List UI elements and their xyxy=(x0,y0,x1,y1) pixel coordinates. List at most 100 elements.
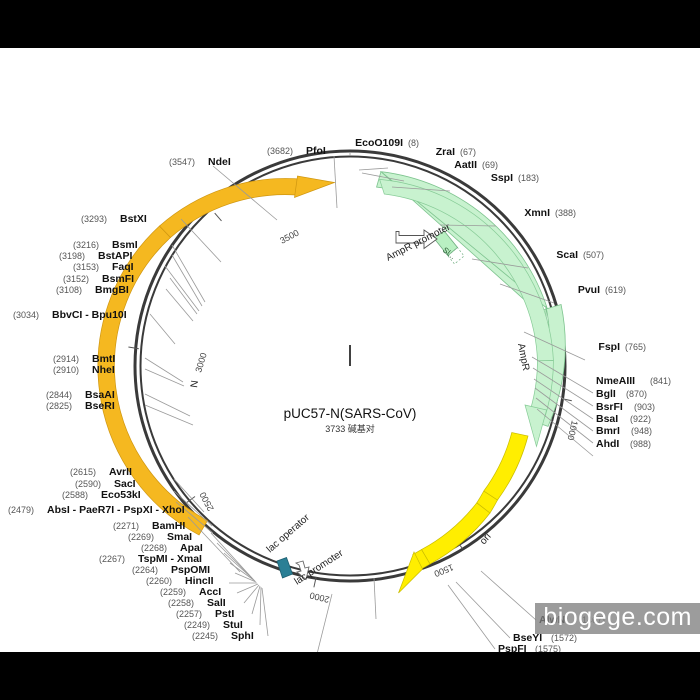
site-enzyme-name: BmrI xyxy=(596,425,620,437)
plasmid-map-canvas: 500 1000 1500 2000 2500 3000 3500 xyxy=(0,48,700,652)
site-label[interactable]: (2910) NheI xyxy=(53,364,115,376)
site-label[interactable]: BsaI (922) xyxy=(596,413,651,425)
site-position: (3216) xyxy=(73,240,99,250)
site-label[interactable]: (2844) BsaAI xyxy=(46,389,115,401)
site-position: (988) xyxy=(630,439,651,449)
site-position: (841) xyxy=(650,376,671,386)
site-label[interactable]: (2259) AccI xyxy=(160,586,221,598)
site-position: (2588) xyxy=(62,490,88,500)
site-enzyme-name: NmeAIII xyxy=(596,375,635,387)
site-label[interactable]: (2268) ApaI xyxy=(141,542,203,554)
site-label[interactable]: (2588) Eco53kI xyxy=(62,489,141,501)
site-label[interactable]: (2479) AbsI - PaeR7I - PspXI - XhoI xyxy=(8,504,185,516)
feature-ampr-band[interactable] xyxy=(378,179,554,473)
site-enzyme-name: AatII xyxy=(454,159,477,171)
feature-lac-operator[interactable] xyxy=(276,556,294,579)
site-enzyme-name: BbvCI - Bpu10I xyxy=(52,309,127,321)
site-label[interactable]: (2590) SacI xyxy=(75,478,136,490)
site-label[interactable]: XmnI (388) xyxy=(524,207,576,219)
site-position: (2257) xyxy=(176,609,202,619)
site-label[interactable]: BsrFI (903) xyxy=(596,401,655,413)
site-enzyme-name: ApaI xyxy=(180,542,203,554)
site-enzyme-name: EcoO109I xyxy=(355,137,403,149)
site-label[interactable]: (3108) BmgBI xyxy=(56,284,129,296)
site-enzyme-name: BsaAI xyxy=(85,389,115,401)
feature-ampr-promoter[interactable] xyxy=(395,229,438,250)
site-enzyme-name: PvuI xyxy=(578,284,600,296)
site-label[interactable]: ZraI (67) xyxy=(436,146,476,158)
site-position: (3198) xyxy=(59,251,85,261)
site-label[interactable]: (2267) TspMI - XmaI xyxy=(99,553,202,565)
site-label[interactable]: (2269) SmaI xyxy=(128,531,192,543)
site-label[interactable]: (2825) BseRI xyxy=(46,400,115,412)
site-label[interactable]: (2914) BmtI xyxy=(53,353,115,365)
site-position: (1572) xyxy=(551,633,577,643)
site-position: (3034) xyxy=(13,310,39,320)
site-label[interactable]: (2258) SalI xyxy=(168,597,226,609)
site-label[interactable]: (3198) BstAPI xyxy=(59,250,133,262)
site-position: (2268) xyxy=(141,543,167,553)
site-enzyme-name: PvuII xyxy=(288,650,313,652)
site-label[interactable]: BseYI (1572) xyxy=(513,632,577,644)
feature-label-lac-operator: lac operator xyxy=(265,512,313,555)
site-enzyme-name: BsmFI xyxy=(102,273,134,285)
site-enzyme-name: BsrFI xyxy=(596,401,623,413)
feature-label-ampr: AmpR xyxy=(515,342,531,371)
site-label[interactable]: (2245) SphI xyxy=(192,630,254,642)
site-label[interactable]: (2260) HincII xyxy=(146,575,214,587)
site-label[interactable]: PvuI (619) xyxy=(578,284,626,296)
site-label[interactable]: SspI (183) xyxy=(491,172,539,184)
site-position: (8) xyxy=(408,138,419,148)
site-position: (3153) xyxy=(73,262,99,272)
site-position: (2615) xyxy=(70,467,96,477)
site-label[interactable]: (3034) BbvCI - Bpu10I xyxy=(13,309,127,321)
site-label[interactable]: PspFI (1575) xyxy=(498,643,561,652)
site-position: (2056) xyxy=(249,651,275,652)
site-label[interactable]: (3293) BstXI xyxy=(81,213,147,225)
site-enzyme-name: FspI xyxy=(598,341,620,353)
site-position: (2590) xyxy=(75,479,101,489)
site-label[interactable]: BmrI (948) xyxy=(596,425,652,437)
site-enzyme-name: SphI xyxy=(231,630,254,642)
plasmid-size: 3733 碱基对 xyxy=(325,423,375,434)
site-enzyme-name: ScaI xyxy=(556,249,578,261)
feature-sl-fragment[interactable] xyxy=(433,230,465,265)
site-position: (1575) xyxy=(535,644,561,652)
site-enzyme-name: AbsI - PaeR7I - PspXI - XhoI xyxy=(47,504,185,516)
site-label[interactable]: NmeAIII (841) xyxy=(596,375,671,387)
site-enzyme-name: Eco53kI xyxy=(101,489,141,501)
site-enzyme-name: FaqI xyxy=(112,261,134,273)
feature-lac-promoter[interactable] xyxy=(294,560,310,581)
site-label[interactable]: (2615) AvrII xyxy=(70,466,132,478)
feature-n-gene[interactable] xyxy=(97,175,336,536)
site-label[interactable]: AhdI (988) xyxy=(596,438,651,450)
site-label[interactable]: EcoO109I (8) xyxy=(355,137,419,149)
site-label[interactable]: (2264) PspOMI xyxy=(132,564,210,576)
site-position: (2258) xyxy=(168,598,194,608)
site-enzyme-name: HincII xyxy=(185,575,214,587)
plasmid-title: pUC57-N(SARS-CoV) xyxy=(284,406,417,421)
site-position: (3293) xyxy=(81,214,107,224)
site-label[interactable]: (3216) BsmI xyxy=(73,239,138,251)
site-enzyme-name: BseRI xyxy=(85,400,115,412)
site-enzyme-name: BsmI xyxy=(112,239,138,251)
site-label[interactable]: ScaI (507) xyxy=(556,249,604,261)
site-position: (619) xyxy=(605,285,626,295)
site-position: (2910) xyxy=(53,365,79,375)
feature-ori[interactable] xyxy=(398,432,529,594)
site-label[interactable]: AatII (69) xyxy=(454,159,498,171)
site-label[interactable]: (2249) StuI xyxy=(184,619,243,631)
site-label[interactable]: (2271) BamHI xyxy=(113,520,185,532)
site-label[interactable]: FspI (765) xyxy=(598,341,646,353)
site-enzyme-name: XmnI xyxy=(524,207,550,219)
site-label[interactable]: (3153) FaqI xyxy=(73,261,134,273)
site-label[interactable]: (3682) PfoI xyxy=(267,145,326,157)
site-enzyme-name: PfoI xyxy=(306,145,326,157)
site-enzyme-name: SacI xyxy=(114,478,136,490)
site-label[interactable]: (2257) PstI xyxy=(176,608,234,620)
site-label[interactable]: (3547) NdeI xyxy=(169,156,231,168)
site-label[interactable]: BglI (870) xyxy=(596,388,647,400)
site-label[interactable]: (2056) PvuII xyxy=(249,650,313,652)
site-label[interactable]: (3152) BsmFI xyxy=(63,273,134,285)
